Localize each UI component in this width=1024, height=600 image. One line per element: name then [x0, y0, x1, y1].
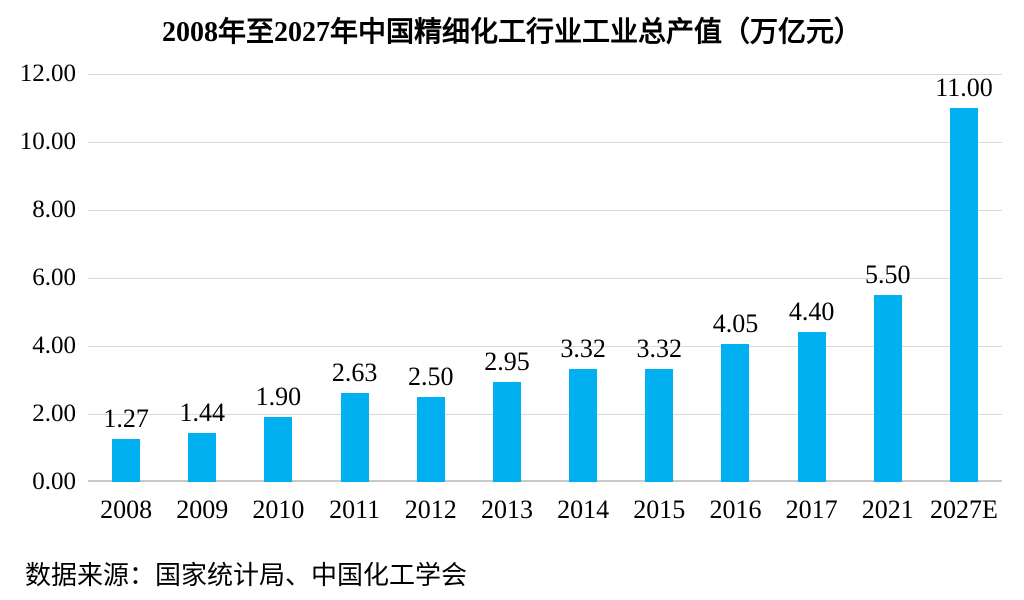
bar-column: 4.05	[697, 311, 773, 482]
bar	[340, 392, 369, 482]
bar	[645, 369, 674, 482]
gridline	[88, 210, 1002, 211]
y-tick-label: 4.00	[32, 332, 76, 359]
x-tick-label: 2016	[709, 495, 762, 524]
bars-container: 1.27 1.44 1.90 2.63 2.50 2.95 3.32 3.32 4.05 4.40…	[88, 74, 1002, 482]
y-tick-label: 2.00	[32, 400, 76, 427]
bar	[264, 417, 293, 482]
gridline	[88, 142, 1002, 143]
bar-value-label: 1.90	[255, 382, 302, 412]
plot-area: 1.27 1.44 1.90 2.63 2.50 2.95 3.32 3.32 4.05 4.40…	[88, 74, 1002, 482]
bar-column: 4.40	[774, 299, 850, 482]
bar	[188, 433, 217, 482]
gridline	[88, 74, 1002, 75]
bar-value-label: 4.40	[788, 297, 835, 327]
x-tick-label: 2011	[329, 495, 381, 524]
bar	[112, 438, 141, 482]
bar-value-label: 3.32	[636, 334, 683, 364]
bar-column: 5.50	[850, 262, 926, 482]
bar-value-label: 4.05	[712, 309, 759, 339]
bar-column: 2.95	[469, 346, 545, 482]
bar-value-label: 2.63	[331, 357, 378, 387]
bar-value-label: 2.50	[408, 362, 454, 391]
gridline	[88, 278, 1002, 279]
y-tick-label: 8.00	[32, 196, 76, 223]
x-tick-label: 2009	[176, 495, 229, 524]
bar-column: 2.63	[317, 357, 393, 482]
bar	[721, 344, 750, 482]
x-tick-label: 2008	[100, 495, 153, 524]
y-tick-label: 12.00	[19, 60, 76, 87]
bar-value-label: 5.50	[865, 260, 911, 289]
bar-value-label: 3.32	[560, 334, 606, 364]
gridline	[88, 414, 1002, 415]
bar	[492, 381, 521, 482]
x-tick-label: 2027E	[930, 495, 998, 524]
y-tick-label: 0.00	[32, 468, 76, 495]
bar	[797, 332, 826, 482]
bar-column: 11.00	[926, 75, 1002, 482]
bar-value-label: 11.00	[935, 73, 993, 102]
bar	[873, 295, 902, 482]
chart-title: 2008年至2027年中国精细化工行业工业总产值（万亿元）	[161, 17, 862, 48]
x-tick-label: 2017	[785, 495, 838, 524]
bar-value-label: 2.95	[484, 346, 530, 376]
x-tick-label: 2021	[861, 495, 914, 524]
x-tick-label: 2014	[557, 495, 610, 524]
bar	[569, 369, 598, 482]
x-tick-label: 2012	[404, 495, 457, 524]
bar-value-label: 1.44	[179, 398, 226, 428]
source-note: 数据来源：国家统计局、中国化工学会	[25, 561, 468, 590]
gridline	[88, 346, 1002, 347]
x-tick-label: 2010	[252, 495, 305, 524]
bar	[416, 397, 445, 482]
y-tick-label: 10.00	[19, 128, 76, 155]
bar-value-label: 1.27	[103, 403, 149, 433]
bar-column: 1.27	[88, 403, 164, 482]
bar-column: 3.32	[621, 336, 697, 482]
x-axis-labels: 2008 2009 2010 2011 2012 2013 2014 2015 2016 2017…	[88, 494, 1002, 526]
bar-column: 2.50	[393, 364, 469, 482]
bar	[949, 108, 978, 482]
bar-column: 1.44	[164, 400, 240, 482]
x-tick-label: 2015	[633, 495, 686, 524]
y-tick-label: 6.00	[32, 264, 76, 291]
x-tick-label: 2013	[480, 495, 533, 524]
x-axis-line	[88, 480, 1002, 482]
bar-column: 3.32	[545, 336, 621, 482]
bar-column: 1.90	[240, 384, 316, 482]
